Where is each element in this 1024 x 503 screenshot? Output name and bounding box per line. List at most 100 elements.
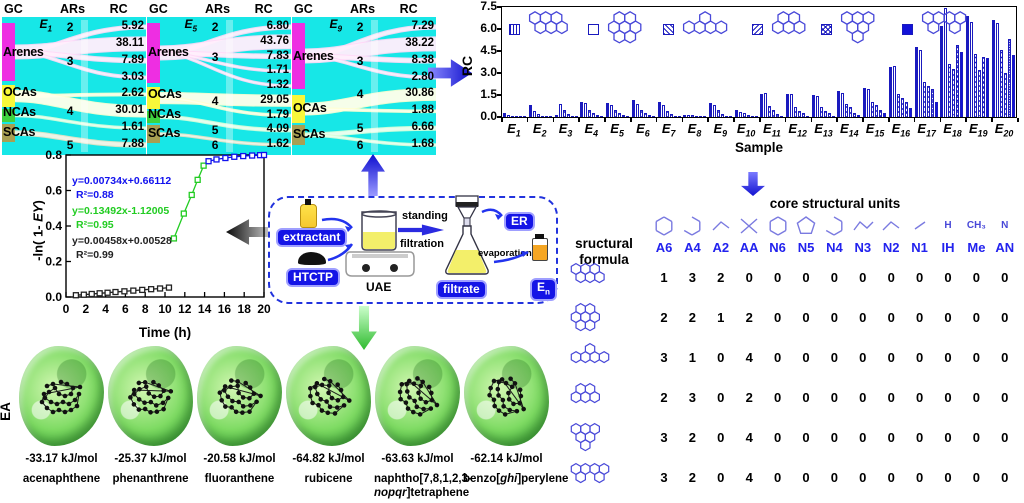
rc-value: 2.62 — [121, 87, 144, 100]
bar-E13-s5 — [827, 113, 831, 117]
ars-value: 6 — [356, 138, 364, 152]
bar-group-E3 — [553, 7, 579, 117]
bar-E10-s3 — [742, 113, 746, 117]
bar-E20-s2 — [995, 23, 999, 117]
x-tick-label: E10 — [736, 121, 756, 139]
fit-equation: y=0.00458x+0.00528 — [72, 235, 172, 247]
bar-E15-s5 — [879, 110, 883, 117]
bar-group-E2 — [528, 7, 554, 117]
bar-E3-s4 — [566, 114, 570, 117]
fit-r-squared: R²=0.99 — [76, 249, 114, 261]
bar-group-E19 — [965, 7, 991, 117]
kinetics-plot: 0.0 0.2 0.4 0.6 0.8 0 2 4 6 8 10 12 14 16 18 20 y=0.007… — [26, 147, 272, 347]
bar-E11-s5 — [776, 114, 780, 117]
unit-count-cell: 0 — [830, 430, 838, 445]
gc-column-header: GC — [4, 2, 23, 16]
core-units-title: core structural units — [769, 196, 901, 211]
x-tick-label: E15 — [865, 121, 885, 139]
bar-E4-s1 — [580, 102, 584, 117]
ea-item-3: -20.58 kJ/mol fluoranthene — [196, 346, 283, 501]
process-diagram: extractant HTCTP UAE standing filtration… — [268, 195, 558, 304]
unit-glyph-N2 — [877, 214, 905, 238]
bar-E17-s3 — [922, 81, 926, 117]
x-tick-label: E4 — [584, 121, 599, 139]
molecular-surface-image — [375, 346, 460, 446]
bar-group-E1 — [502, 7, 528, 117]
y-tick-mark — [497, 116, 501, 118]
bar-group-E7 — [656, 7, 682, 117]
unit-count-cell: 0 — [717, 470, 725, 485]
ars-value: 6 — [211, 138, 219, 152]
bar-E14-s3 — [845, 103, 849, 117]
ars-column-header: ARs — [350, 2, 376, 16]
rc-value: 5.92 — [121, 20, 144, 32]
ball-stick-molecule-icon — [308, 376, 352, 416]
x-tick-mark — [888, 118, 890, 122]
ars-value: 4 — [356, 87, 364, 102]
unit-glyph-text: H — [944, 220, 952, 231]
bar-E7-s3 — [665, 111, 669, 117]
bar-E6-s5 — [647, 114, 651, 117]
rc-value: 7.89 — [121, 53, 144, 66]
y-tick-mark — [497, 72, 501, 74]
ars-node-bar — [371, 20, 379, 152]
unit-count-cell: 4 — [745, 350, 753, 365]
rc-value: 6.80 — [266, 20, 289, 32]
svg-text:0.8: 0.8 — [45, 148, 62, 162]
bar-E10-s4 — [746, 114, 750, 117]
bar-group-E4 — [579, 7, 605, 117]
category-label: OCAs — [3, 85, 37, 99]
bar-E14-s4 — [849, 106, 853, 117]
x-tick-mark — [707, 118, 709, 122]
svg-text:16: 16 — [218, 302, 232, 316]
bar-E6-s3 — [639, 109, 643, 117]
ars-value: 2 — [356, 20, 364, 34]
rc-value: 29.05 — [260, 93, 289, 106]
bar-E8-s4 — [695, 115, 699, 117]
category-block-scas — [292, 125, 305, 145]
bar-E7-s1 — [657, 101, 661, 117]
bar-E1-s3 — [511, 115, 515, 117]
bar-E3-s1 — [554, 114, 558, 117]
x-tick-mark — [965, 118, 967, 122]
unit-column-label: N5 — [797, 240, 815, 255]
bar-E4-s4 — [592, 112, 596, 117]
bar-E9-s4 — [720, 114, 724, 117]
svg-text:10: 10 — [158, 302, 172, 316]
molecular-surface-image — [19, 346, 104, 446]
bar-group-E18 — [939, 7, 965, 117]
bar-E5-s6 — [626, 116, 630, 117]
category-label: Arenes — [293, 49, 334, 63]
htctp-label: HTCTP — [286, 268, 340, 287]
x-tick-label: E16 — [891, 121, 911, 139]
unit-glyph-AN: N — [991, 214, 1019, 238]
x-tick-mark — [784, 118, 787, 122]
y-tick-mark — [497, 50, 501, 52]
svg-text:4: 4 — [102, 302, 109, 316]
unit-column-label: IH — [941, 240, 955, 255]
bar-E16-s1 — [888, 67, 892, 117]
unit-glyph-text: CH₃ — [966, 220, 986, 231]
bar-E12-s5 — [802, 113, 806, 117]
bar-E19-s3 — [974, 53, 977, 117]
sankey-body: Arenes OCAs SCAs E9 7.29 2 38.22 8.38 3 2.80 30.86… — [292, 17, 436, 155]
x-tick-label: E3 — [558, 121, 573, 139]
bar-E8-s5 — [699, 115, 703, 117]
bar-E5-s2 — [610, 105, 614, 117]
unit-count-cell: 0 — [915, 350, 924, 365]
y-tick-label: 6.0 — [480, 21, 497, 35]
unit-count-cell: 0 — [773, 270, 782, 285]
bar-E18-s3 — [948, 64, 952, 117]
gc-column-header: GC — [149, 2, 168, 16]
unit-count-cell: 1 — [688, 350, 696, 365]
bar-E20-s4 — [1003, 73, 1007, 117]
molecular-surface-image — [108, 346, 193, 446]
x-tick-mark — [1017, 118, 1019, 122]
bar-E11-s3 — [768, 106, 772, 117]
bar-E15-s6 — [883, 112, 887, 117]
bar-group-E14 — [836, 7, 862, 117]
unit-count-cell: 0 — [915, 310, 924, 325]
unit-count-cell: 0 — [717, 350, 725, 365]
unit-count-cell: 2 — [717, 270, 725, 285]
bar-E11-s2 — [764, 92, 768, 117]
